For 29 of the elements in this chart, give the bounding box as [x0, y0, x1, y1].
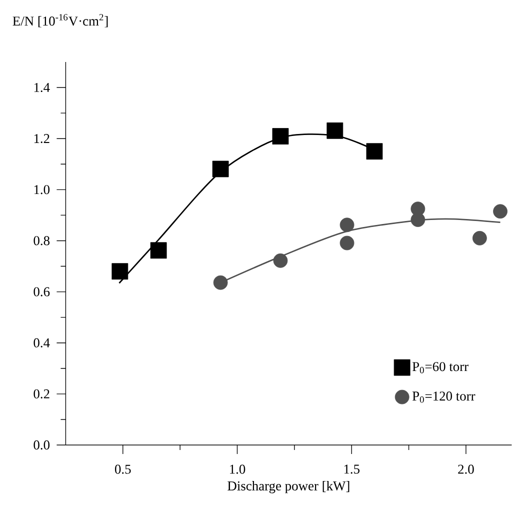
x-tick-label: 0.5: [114, 464, 131, 474]
y-tick-label: 0.0: [34, 440, 50, 450]
point: [212, 160, 229, 178]
x-axis-title: Discharge power [kW]: [228, 480, 350, 494]
y-tick-label: 0.6: [34, 287, 50, 296]
point: [213, 275, 228, 290]
legend-label: P$_{0}$=120 torr: [412, 392, 476, 403]
y-axis-title: E/N [10$^{-16}$V·cm$^{2}$]: [12, 14, 108, 28]
x-tick-label: 2.0: [458, 464, 474, 474]
point: [366, 143, 383, 160]
point: [112, 263, 128, 280]
y-tick-label: 1.2: [34, 134, 50, 144]
point: [410, 212, 426, 227]
point: [472, 230, 487, 246]
point: [326, 122, 344, 139]
point: [340, 236, 354, 250]
point: [340, 218, 354, 232]
x-tick-label: 1.5: [344, 464, 360, 474]
x-tick-label: 1.0: [230, 464, 246, 474]
y-tick-label: 0.4: [34, 338, 50, 348]
point: [493, 204, 508, 219]
point: [150, 242, 167, 259]
y-tick-label: 0.2: [34, 389, 50, 398]
y-tick-label: 0.8: [34, 236, 50, 246]
point: [273, 253, 288, 268]
point: [272, 128, 289, 144]
legend-label: P$_{0}$=60 torr: [412, 362, 468, 374]
y-tick-label: 1.0: [34, 185, 50, 194]
y-tick-label: 1.4: [34, 83, 50, 92]
